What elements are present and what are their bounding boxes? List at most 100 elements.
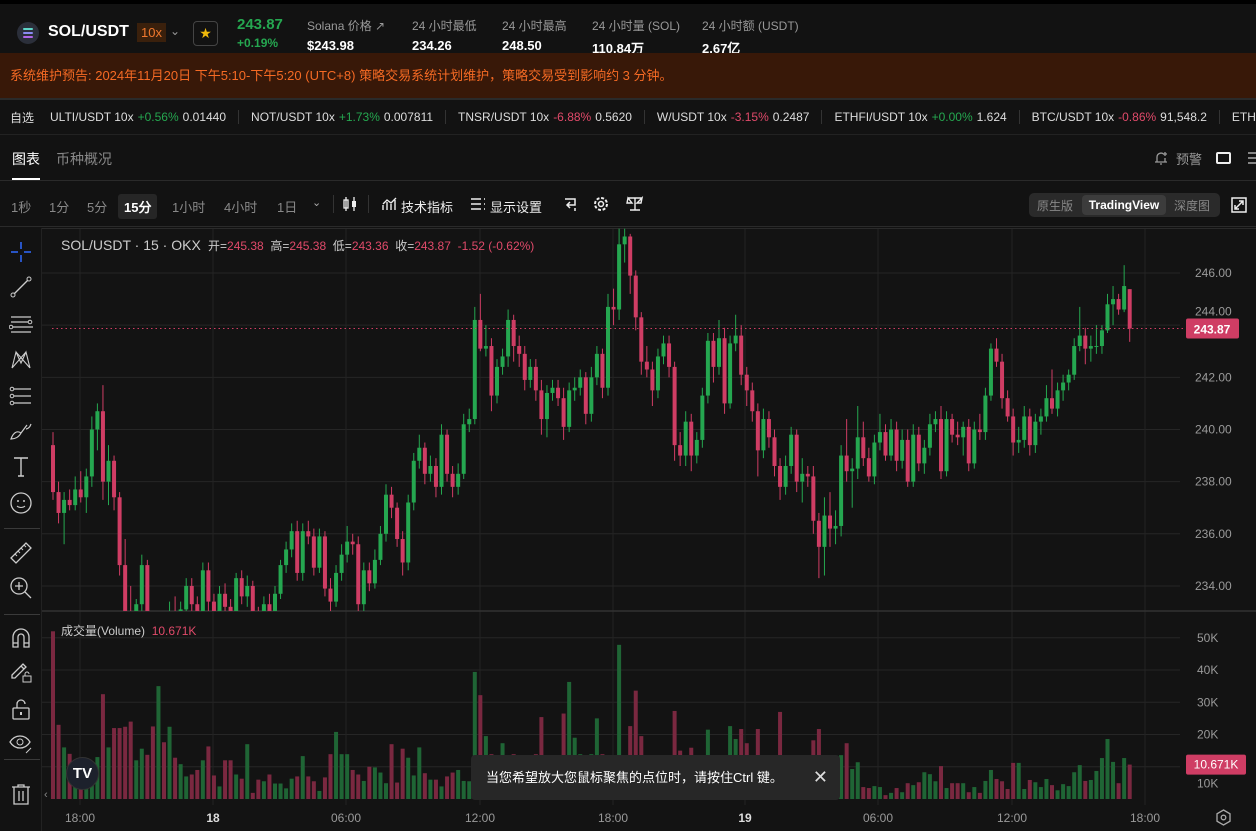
stat-24h-high: 24 小时最高 248.50	[502, 19, 567, 53]
candle-body	[145, 565, 150, 611]
candle-body	[816, 520, 821, 547]
ticker-item[interactable]: BTC/USDT 10x -0.86% 91,548.2	[1032, 110, 1220, 124]
emoji-icon[interactable]	[9, 491, 33, 515]
fibonacci-icon[interactable]	[9, 385, 33, 409]
interval-6[interactable]: 1日	[277, 200, 298, 215]
symbol-name[interactable]: SOL/USDT	[48, 23, 129, 40]
volume-bar	[478, 695, 483, 799]
candlestick-chart[interactable]: 246.00 244.00 242.00 240.00 238.00 236.00 234.…	[42, 228, 1256, 831]
trash-icon[interactable]	[9, 782, 33, 806]
pattern-icon[interactable]	[9, 348, 33, 372]
volume-bar	[461, 780, 466, 799]
zoom-in-icon[interactable]	[9, 576, 33, 600]
collapse-chevron-icon[interactable]: ‹	[44, 789, 48, 801]
candle-body	[711, 340, 716, 367]
interval-4[interactable]: 1小时	[172, 200, 206, 215]
interval-1[interactable]: 1分	[49, 200, 70, 215]
tab-chart[interactable]: 图表	[12, 151, 40, 167]
fullscreen-icon[interactable]	[1231, 197, 1247, 213]
candle-body	[927, 424, 932, 448]
interval-0[interactable]: 1秒	[11, 200, 32, 215]
scale-balance-icon[interactable]	[626, 196, 644, 212]
gear-icon[interactable]	[593, 196, 609, 212]
crosshair-icon[interactable]	[9, 240, 33, 264]
time-tick-label: 12:00	[465, 811, 495, 825]
text-tool-icon[interactable]	[9, 455, 33, 479]
candle-body	[1127, 289, 1132, 329]
legend-low-label: 低=	[332, 239, 352, 253]
alert-button[interactable]: 预警	[1176, 152, 1203, 167]
volume-bar	[905, 783, 910, 799]
ticker-item[interactable]: TNSR/USDT 10x -6.88% 0.5620	[458, 110, 645, 124]
magnet-icon[interactable]	[9, 626, 33, 650]
volume-bar	[872, 786, 877, 799]
interval-2[interactable]: 5分	[87, 200, 108, 215]
tradingview-logo[interactable]: TV	[66, 757, 99, 790]
layout-square-icon[interactable]	[1216, 152, 1231, 164]
ticker-item[interactable]: W/USDT 10x -3.15% 0.2487	[657, 110, 823, 124]
view-native[interactable]: 原生版	[1037, 199, 1074, 213]
volume-bar	[467, 781, 472, 799]
volume-bar	[883, 795, 888, 799]
volume-bar	[950, 783, 955, 799]
close-icon[interactable]: ✕	[812, 767, 828, 787]
view-tradingview[interactable]: TradingView	[1082, 195, 1166, 215]
ticker-item[interactable]: ETH	[1232, 110, 1256, 124]
trend-line-icon[interactable]	[9, 275, 33, 299]
menu-icon[interactable]	[1248, 151, 1256, 165]
interval-5[interactable]: 4小时	[224, 200, 258, 215]
ticker-item[interactable]: ETHFI/USDT 10x +0.00% 1.624	[834, 110, 1020, 124]
ticker-item[interactable]: ULTI/USDT 10x +0.56% 0.01440	[50, 110, 240, 124]
interval-3[interactable]: 15分	[118, 194, 158, 219]
candle-body	[317, 536, 322, 568]
display-settings-icon[interactable]	[470, 197, 486, 211]
volume-bar	[278, 783, 283, 799]
last-price: 243.87	[237, 16, 283, 33]
last-volume-tag	[1186, 754, 1246, 775]
chart-settings-icon[interactable]	[1215, 809, 1232, 826]
legend-open: 245.38	[227, 239, 264, 253]
lock-icon[interactable]	[9, 697, 33, 721]
legend-title: SOL/USDT · 15 · OKX	[61, 237, 201, 253]
horizontal-lines-icon[interactable]	[9, 312, 33, 336]
tab-overview[interactable]: 币种概况	[56, 151, 112, 167]
tooltip-text: 当您希望放大您鼠标聚焦的点位时，请按住Ctrl 键。	[486, 770, 783, 785]
candle-body	[117, 497, 122, 566]
candle-body	[306, 531, 311, 537]
candle-body	[866, 458, 871, 477]
volume-bar	[406, 757, 411, 799]
favorite-star-button[interactable]: ★	[193, 21, 218, 46]
brush-icon[interactable]	[9, 419, 33, 443]
candle-body	[939, 419, 943, 472]
stat-index-price[interactable]: Solana 价格 ↗ $243.98	[307, 19, 386, 53]
candle-body	[267, 604, 272, 611]
volume-bar	[389, 744, 394, 799]
volume-bar	[456, 769, 461, 799]
eye-icon[interactable]	[9, 731, 33, 755]
indicators-icon[interactable]	[382, 197, 398, 211]
candle-body	[211, 601, 216, 611]
candle-type-icon[interactable]	[342, 196, 358, 212]
candle-body	[628, 236, 633, 276]
volume-bar	[106, 747, 111, 799]
view-depth[interactable]: 深度图	[1174, 199, 1211, 213]
volume-bar	[944, 788, 949, 799]
chevron-down-icon[interactable]: ⌄	[170, 24, 181, 38]
candle-body	[284, 549, 289, 566]
bell-plus-icon[interactable]	[1153, 150, 1169, 166]
display-settings-button[interactable]: 显示设置	[490, 200, 543, 215]
ruler-icon[interactable]	[9, 541, 33, 565]
candle-body	[977, 429, 982, 433]
replay-icon[interactable]	[563, 196, 579, 212]
drawing-lock-icon[interactable]	[9, 660, 33, 684]
favorites-label[interactable]: 自选	[10, 110, 35, 125]
indicators-button[interactable]: 技术指标	[401, 200, 454, 215]
ticker-item[interactable]: NOT/USDT 10x +1.73% 0.007811	[251, 110, 447, 124]
volume-bar	[228, 760, 233, 799]
interval-more-chevron-icon[interactable]: ⌄	[312, 197, 322, 209]
volume-bar	[411, 775, 416, 799]
candle-body	[478, 319, 483, 349]
volume-bar	[1000, 781, 1005, 799]
candle-body	[256, 615, 260, 623]
candle-body	[900, 439, 905, 461]
